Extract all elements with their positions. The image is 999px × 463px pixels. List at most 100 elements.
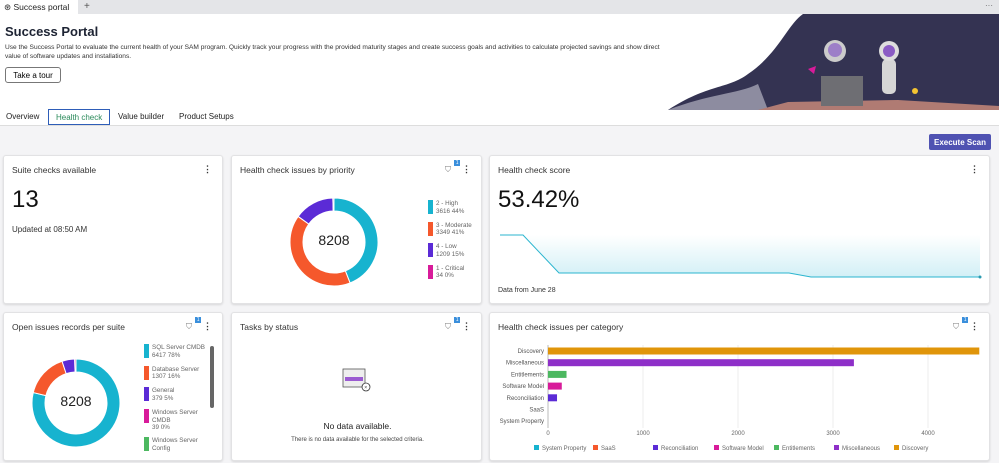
score-footer: Data from June 28 bbox=[498, 287, 556, 294]
take-tour-button[interactable]: Take a tour bbox=[5, 67, 61, 83]
bar-entitlements[interactable] bbox=[548, 370, 567, 378]
legend-item[interactable]: 4 - Low 1209 15% bbox=[428, 243, 498, 258]
health-score-value: 53.42% bbox=[498, 186, 580, 213]
tab-overview[interactable]: Overview bbox=[6, 112, 40, 121]
y-tick-label: SaaS bbox=[529, 408, 544, 414]
more-options-icon[interactable]: ⋮ bbox=[203, 321, 212, 331]
bar-reconciliation[interactable] bbox=[548, 394, 558, 402]
x-tick-label: 0 bbox=[546, 431, 550, 437]
bar-software-model[interactable] bbox=[548, 382, 562, 390]
more-options-icon[interactable]: ⋮ bbox=[462, 321, 471, 331]
suite-checks-card: Suite checks available ⋮ 13 Updated at 0… bbox=[3, 155, 223, 304]
donut-slice[interactable] bbox=[32, 360, 67, 397]
legend-label[interactable]: Software Model bbox=[722, 446, 764, 452]
y-tick-label: Miscellaneous bbox=[506, 361, 544, 367]
y-tick-label: Reconciliation bbox=[507, 396, 544, 402]
legend-item[interactable]: 1 - Critical 34 0% bbox=[428, 264, 498, 280]
y-tick-label: System Property bbox=[500, 419, 544, 425]
donut-total: 8208 bbox=[60, 393, 92, 409]
legend-label[interactable]: Miscellaneous bbox=[842, 446, 880, 452]
legend-swatch bbox=[428, 221, 433, 236]
bar-discovery[interactable] bbox=[548, 347, 980, 355]
card-title: Health check issues by priority bbox=[240, 165, 355, 175]
score-line bbox=[500, 234, 980, 278]
no-data-icon: × bbox=[342, 368, 371, 392]
legend-label: 4 - Low bbox=[436, 243, 457, 250]
filter-badge: 1 bbox=[454, 317, 460, 323]
legend-swatch bbox=[834, 445, 839, 450]
category-card: Health check issues per category ⛉ 1 ⋮ 0 1… bbox=[489, 312, 990, 461]
category-bar-chart: 0 1000 2000 3000 4000 Discovery Miscellaneous E… bbox=[500, 345, 980, 452]
legend-swatch bbox=[144, 437, 149, 451]
legend-item[interactable]: 3 - Moderate 3349 41% bbox=[428, 221, 498, 237]
legend-label[interactable]: SaaS bbox=[601, 446, 616, 452]
y-tick-label: Discovery bbox=[518, 349, 544, 355]
legend-label: 1 - Critical bbox=[436, 264, 465, 272]
tab-value-builder[interactable]: Value builder bbox=[118, 112, 165, 121]
legend-label[interactable]: Discovery bbox=[902, 446, 928, 452]
bar-miscellaneous[interactable] bbox=[548, 359, 854, 367]
legend-detail: 379 5% bbox=[152, 394, 174, 402]
filter-icon[interactable]: ⛉ 1 bbox=[186, 317, 201, 331]
legend-label: 3 - Moderate bbox=[436, 221, 472, 229]
filter-badge: 1 bbox=[195, 317, 201, 323]
more-options-icon[interactable]: ⋮ bbox=[970, 321, 979, 331]
donut-slice[interactable] bbox=[297, 197, 334, 225]
legend-detail: 3349 41% bbox=[436, 229, 465, 236]
more-options-icon[interactable]: ⋮ bbox=[970, 164, 979, 174]
legend-item[interactable]: SQL Server CMDB 6417 78% bbox=[144, 344, 214, 359]
legend-item[interactable]: 2 - High 3616 44% bbox=[428, 200, 498, 215]
tab-health-check[interactable]: Health check bbox=[48, 109, 111, 125]
donut-slice[interactable] bbox=[74, 358, 77, 373]
legend-swatch bbox=[144, 344, 149, 358]
browser-tab[interactable]: ⊛ Success portal bbox=[0, 0, 78, 14]
astronaut-illustration bbox=[668, 14, 999, 110]
donut-slice[interactable] bbox=[332, 197, 335, 212]
legend-label: Windows Server Config bbox=[152, 437, 198, 452]
legend-label: General bbox=[152, 387, 175, 394]
legend-label[interactable]: Reconciliation bbox=[661, 446, 698, 452]
filter-icon[interactable]: ⛉ 1 bbox=[445, 160, 460, 174]
legend-label[interactable]: Entitlements bbox=[782, 446, 815, 452]
priority-card: Health check issues by priority ⛉ 1 ⋮ 820… bbox=[231, 155, 482, 304]
legend-label: Windows Server CMDB bbox=[152, 409, 198, 424]
filter-badge: 1 bbox=[454, 160, 460, 166]
x-tick-label: 4000 bbox=[921, 431, 935, 437]
svg-text:×: × bbox=[364, 385, 367, 391]
legend-detail: 6417 78% bbox=[152, 351, 181, 359]
x-tick-label: 2000 bbox=[731, 431, 745, 437]
legend-swatch bbox=[534, 445, 539, 450]
more-options-icon[interactable]: ⋮ bbox=[462, 164, 471, 174]
tab-product-setups[interactable]: Product Setups bbox=[179, 112, 234, 121]
legend-item[interactable]: Windows Server Config bbox=[144, 437, 214, 452]
donut-slice[interactable] bbox=[289, 215, 351, 287]
legend-detail: 34 0% bbox=[436, 272, 454, 279]
suite-checks-count: 13 bbox=[12, 186, 39, 213]
y-tick-label: Entitlements bbox=[511, 372, 544, 378]
new-tab-button[interactable]: + bbox=[84, 1, 90, 12]
legend-scrollbar[interactable] bbox=[210, 346, 214, 408]
legend-item[interactable]: Windows Server CMDB 39 0% bbox=[144, 409, 214, 432]
health-score-card: Health check score ⋮ 53.42% Data from Ju… bbox=[489, 155, 990, 304]
filter-icon[interactable]: ⛉ 1 bbox=[953, 317, 968, 331]
legend-swatch bbox=[593, 445, 598, 450]
more-options-icon[interactable]: ⋮ bbox=[203, 164, 212, 174]
legend-item[interactable]: Database Server 1307 16% bbox=[144, 365, 214, 381]
priority-donut bbox=[289, 197, 379, 287]
more-icon[interactable]: ··· bbox=[985, 1, 993, 10]
filter-badge: 1 bbox=[962, 317, 968, 323]
score-area bbox=[500, 235, 980, 277]
legend-label[interactable]: System Property bbox=[542, 446, 586, 452]
tasks-card: Tasks by status ⛉ 1 ⋮ × No data available… bbox=[231, 312, 482, 461]
card-title: Tasks by status bbox=[240, 322, 299, 332]
filter-icon[interactable]: ⛉ 1 bbox=[445, 317, 460, 331]
legend-swatch bbox=[428, 264, 433, 279]
x-tick-label: 1000 bbox=[636, 431, 650, 437]
legend-detail: 3616 44% bbox=[436, 207, 465, 215]
card-title: Suite checks available bbox=[12, 165, 97, 175]
donut-slice[interactable] bbox=[31, 358, 121, 448]
legend-item[interactable]: General 379 5% bbox=[144, 387, 214, 402]
legend-swatch bbox=[653, 445, 658, 450]
empty-title: No data available. bbox=[323, 421, 392, 431]
execute-scan-button[interactable]: Execute Scan bbox=[929, 134, 991, 150]
